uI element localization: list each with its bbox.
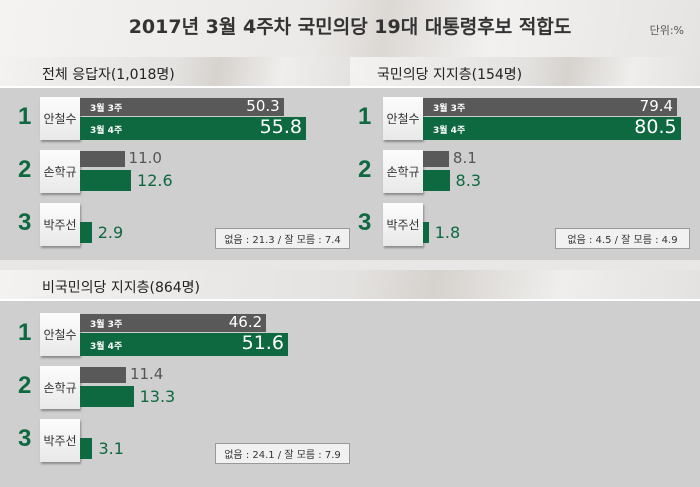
panel-title: 전체 응답자(1,018명) xyxy=(42,67,175,83)
value-label-curr: 12.6 xyxy=(137,171,173,190)
chart-panel: 전체 응답자(1,018명) 1 안철수 3월 3주 50.3 3월 4주 55.8 2 손학규… xyxy=(0,57,350,260)
rank-number: 1 xyxy=(18,103,32,130)
bar-curr xyxy=(80,170,132,191)
candidate-name: 안철수 xyxy=(40,97,80,140)
value-label-curr: 13.3 xyxy=(139,387,176,406)
series-label-curr: 3월 4주 xyxy=(90,342,123,352)
bar-prev: 3월 3주 50.3 xyxy=(80,97,284,116)
value-label-prev: 50.3 xyxy=(246,97,280,115)
chart-title: 2017년 3월 4주차 국민의당 19대 대통령후보 적합도 xyxy=(128,16,572,38)
chart-panel: 국민의당 지지층(154명) 1 안철수 3월 3주 79.4 3월 4주 80.5 2 손학규… xyxy=(350,57,700,260)
value-label-prev: 8.1 xyxy=(452,149,477,167)
value-label-curr: 8.3 xyxy=(455,171,481,190)
rank-number: 1 xyxy=(358,103,372,130)
rank-number: 2 xyxy=(358,156,372,183)
series-label-prev: 3월 3주 xyxy=(90,104,123,114)
value-label-curr: 1.8 xyxy=(434,223,461,242)
value-label-prev: 46.2 xyxy=(228,313,263,331)
note-box: 없음 : 21.3 / 잘 모름 : 7.4 xyxy=(215,228,350,249)
rank-number: 3 xyxy=(18,209,32,236)
value-label-curr: 51.6 xyxy=(241,332,284,354)
rank-number: 3 xyxy=(358,209,372,236)
bar-curr xyxy=(80,222,92,243)
bar-prev: 3월 3주 46.2 xyxy=(80,313,267,332)
panel-header: 비국민의당 지지층(864명) xyxy=(0,270,700,301)
panel-title: 국민의당 지지층(154명) xyxy=(377,67,523,83)
series-label-curr: 3월 4주 xyxy=(90,126,123,136)
value-label-prev: 11.0 xyxy=(128,149,162,167)
candidate-name: 손학규 xyxy=(40,150,80,193)
candidate-name: 안철수 xyxy=(40,313,80,356)
bar-prev: 3월 3주 79.4 xyxy=(423,97,678,116)
candidate-name: 손학규 xyxy=(40,366,80,409)
candidate-name: 손학규 xyxy=(383,150,423,193)
bar-curr xyxy=(423,170,450,191)
bar-prev xyxy=(423,151,449,167)
bar-curr xyxy=(80,438,93,459)
rank-number: 1 xyxy=(18,319,32,346)
note-box: 없음 : 24.1 / 잘 모름 : 7.9 xyxy=(215,443,350,464)
value-label-prev: 11.4 xyxy=(129,365,164,383)
bar-curr: 3월 4주 55.8 xyxy=(80,116,306,140)
candidate-name: 안철수 xyxy=(383,97,423,140)
series-label-prev: 3월 3주 xyxy=(433,104,466,114)
rank-number: 2 xyxy=(18,156,32,183)
bar-prev xyxy=(80,367,126,383)
bar-curr: 3월 4주 51.6 xyxy=(80,332,288,356)
bar-curr xyxy=(80,386,134,407)
value-label-curr: 2.9 xyxy=(97,223,124,242)
title-band: 2017년 3월 4주차 국민의당 19대 대통령후보 적합도 단위:% xyxy=(0,0,700,57)
bar-curr xyxy=(423,222,429,243)
panel-title: 비국민의당 지지층(864명) xyxy=(42,280,201,296)
value-label-curr: 80.5 xyxy=(634,116,677,138)
rank-number: 2 xyxy=(18,372,32,399)
rank-number: 3 xyxy=(18,425,32,452)
candidate-name: 박주선 xyxy=(40,419,80,462)
series-label-curr: 3월 4주 xyxy=(433,126,466,136)
candidate-name: 박주선 xyxy=(383,203,423,246)
value-label-curr: 55.8 xyxy=(259,116,302,138)
chart-panel: 비국민의당 지지층(864명) 1 안철수 3월 3주 46.2 3월 4주 51.6 2 손학… xyxy=(0,270,700,487)
bar-prev xyxy=(80,151,125,167)
note-box: 없음 : 4.5 / 잘 모름 : 4.9 xyxy=(555,228,690,249)
panel-header: 전체 응답자(1,018명) xyxy=(0,57,350,88)
value-label-prev: 79.4 xyxy=(639,97,674,115)
bar-curr: 3월 4주 80.5 xyxy=(423,116,681,140)
candidate-name: 박주선 xyxy=(40,203,80,246)
panel-header: 국민의당 지지층(154명) xyxy=(350,57,700,88)
unit-label: 단위:% xyxy=(649,24,684,37)
value-label-curr: 3.1 xyxy=(98,439,124,458)
series-label-prev: 3월 3주 xyxy=(90,320,123,330)
